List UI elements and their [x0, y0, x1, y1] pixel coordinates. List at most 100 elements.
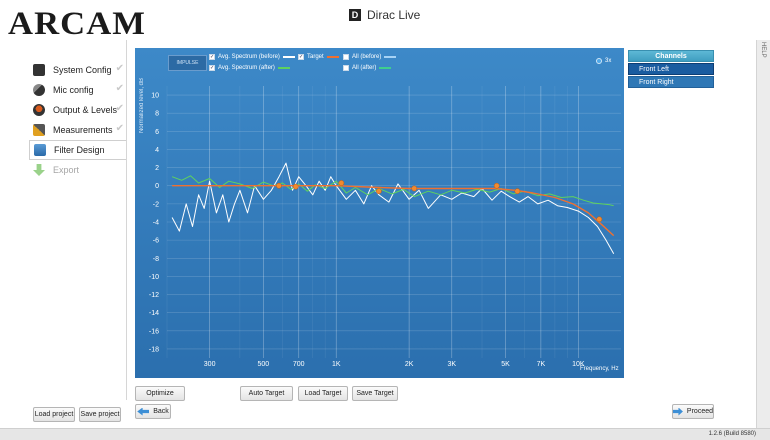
y-tick-label: 8 [155, 111, 159, 118]
legend-checkbox[interactable] [343, 54, 349, 60]
y-tick-label: -8 [153, 256, 159, 263]
channels-panel: Channels Front Left Front Right [628, 50, 714, 88]
check-icon: ✔ [115, 123, 124, 134]
zoom-control[interactable]: 3x [596, 58, 611, 64]
y-tick-label: -18 [149, 346, 159, 353]
help-label: HELP [760, 42, 766, 58]
target-control-point [514, 188, 521, 195]
channels-header: Channels [628, 50, 714, 62]
sidebar-item-filter-design[interactable]: Filter Design [29, 140, 126, 160]
channel-front-left[interactable]: Front Left [628, 63, 714, 75]
legend-avg-after[interactable]: ✓ Avg. Spectrum (after) [209, 65, 290, 71]
channel-front-right[interactable]: Front Right [628, 76, 714, 88]
sidebar-item-system-config[interactable]: System Config ✔ [29, 60, 126, 80]
sidebar-divider [126, 40, 127, 400]
target-control-point [276, 182, 282, 189]
optimize-button[interactable]: Optimize [135, 386, 185, 401]
back-arrow-icon [137, 407, 150, 416]
series-line-before [171, 162, 615, 254]
save-project-button[interactable]: Save project [79, 407, 121, 422]
sidebar: System Config ✔ Mic config ✔ Output & Le… [29, 60, 126, 180]
y-tick-label: 4 [155, 147, 159, 154]
sidebar-item-export[interactable]: Export [29, 160, 126, 180]
legend-label: All (after) [352, 65, 377, 71]
x-tick-label: 7K [537, 361, 546, 368]
y-tick-label: -6 [153, 238, 159, 245]
impulse-button[interactable]: IMPULSE [168, 55, 207, 71]
microphone-icon [33, 84, 45, 96]
legend-checkbox[interactable]: ✓ [209, 65, 215, 71]
arcam-logo: ARCAM [8, 6, 147, 42]
frequency-response-plot[interactable]: 10 8 6 4 2 0 -2 -4 -6 -8 -10 -12 -14 -16 -18 300 500 700 1… [135, 48, 624, 378]
check-icon: ✔ [115, 83, 124, 94]
y-tick-label: -2 [153, 201, 159, 208]
sidebar-item-mic-config[interactable]: Mic config ✔ [29, 80, 126, 100]
status-bar: 1.2.6 (Build 8580) [0, 428, 770, 440]
target-control-point [493, 182, 500, 189]
proceed-button[interactable]: Proceed [672, 404, 714, 419]
legend-all-after[interactable]: All (after) [343, 65, 392, 71]
y-axis-label: Normalized level, dB [139, 78, 145, 134]
legend-target[interactable]: ✓ Target [298, 54, 339, 60]
export-arrow-icon [33, 164, 45, 176]
legend-label: All (before) [352, 54, 382, 60]
sidebar-item-label: Measurements [53, 125, 113, 135]
sidebar-item-label: Export [53, 165, 80, 175]
back-label: Back [153, 408, 169, 415]
legend-swatch [379, 67, 392, 69]
frequency-chart[interactable]: 10 8 6 4 2 0 -2 -4 -6 -8 -10 -12 -14 -16 -18 300 500 700 1… [135, 48, 624, 378]
zoom-label: 3x [605, 58, 612, 64]
legend-checkbox[interactable]: ✓ [298, 54, 304, 60]
legend-label: Avg. Spectrum (after) [218, 65, 275, 71]
x-tick-label: 10K [572, 361, 585, 368]
x-tick-label: 2K [405, 361, 414, 368]
x-tick-label: 1K [332, 361, 341, 368]
target-control-point [411, 185, 418, 192]
target-control-point [596, 216, 603, 223]
y-tick-label: 10 [151, 93, 159, 100]
load-target-button[interactable]: Load Target [298, 386, 348, 401]
filter-icon [34, 144, 46, 156]
legend-label: Avg. Spectrum (before) [218, 54, 280, 60]
legend-swatch [282, 56, 295, 58]
sidebar-item-label: Output & Levels [53, 105, 118, 115]
load-project-button[interactable]: Load project [33, 407, 75, 422]
series-line-after [171, 175, 614, 207]
x-tick-label: 500 [258, 361, 270, 368]
auto-target-button[interactable]: Auto Target [240, 386, 293, 401]
dirac-logo-icon: D [349, 9, 361, 21]
sidebar-item-label: System Config [53, 65, 112, 75]
help-tab[interactable]: HELP [756, 40, 770, 428]
build-version: 1.2.6 (Build 8580) [708, 431, 756, 437]
x-tick-label: 700 [293, 361, 305, 368]
check-icon: ✔ [115, 103, 124, 114]
legend-all-before[interactable]: All (before) [343, 54, 397, 60]
y-tick-label: -4 [153, 220, 159, 227]
y-tick-label: 2 [155, 165, 159, 172]
sidebar-item-output-levels[interactable]: Output & Levels ✔ [29, 100, 126, 120]
sidebar-item-label: Filter Design [54, 145, 105, 155]
target-control-point [376, 188, 382, 195]
legend-checkbox[interactable] [343, 65, 349, 71]
y-tick-label: -12 [149, 292, 159, 299]
proceed-label: Proceed [686, 408, 713, 415]
y-tick-label: -16 [149, 328, 159, 335]
y-tick-label: -10 [149, 274, 159, 281]
microphone-stand-icon [33, 124, 45, 136]
sidebar-item-label: Mic config [53, 85, 94, 95]
app-title-text: Dirac Live [367, 8, 421, 22]
x-tick-label: 300 [204, 361, 216, 368]
proceed-arrow-icon [673, 407, 683, 416]
legend-swatch [326, 56, 339, 58]
save-target-button[interactable]: Save Target [352, 386, 398, 401]
zoom-indicator-icon [596, 58, 602, 64]
speaker-icon [33, 64, 45, 76]
legend-swatch [384, 56, 397, 58]
volume-icon [33, 104, 45, 116]
target-control-point [292, 183, 299, 190]
legend-avg-before[interactable]: ✓ Avg. Spectrum (before) [209, 54, 295, 60]
back-button[interactable]: Back [135, 404, 171, 419]
legend-checkbox[interactable]: ✓ [209, 54, 215, 60]
y-tick-label: 6 [155, 129, 159, 136]
sidebar-item-measurements[interactable]: Measurements ✔ [29, 120, 126, 140]
